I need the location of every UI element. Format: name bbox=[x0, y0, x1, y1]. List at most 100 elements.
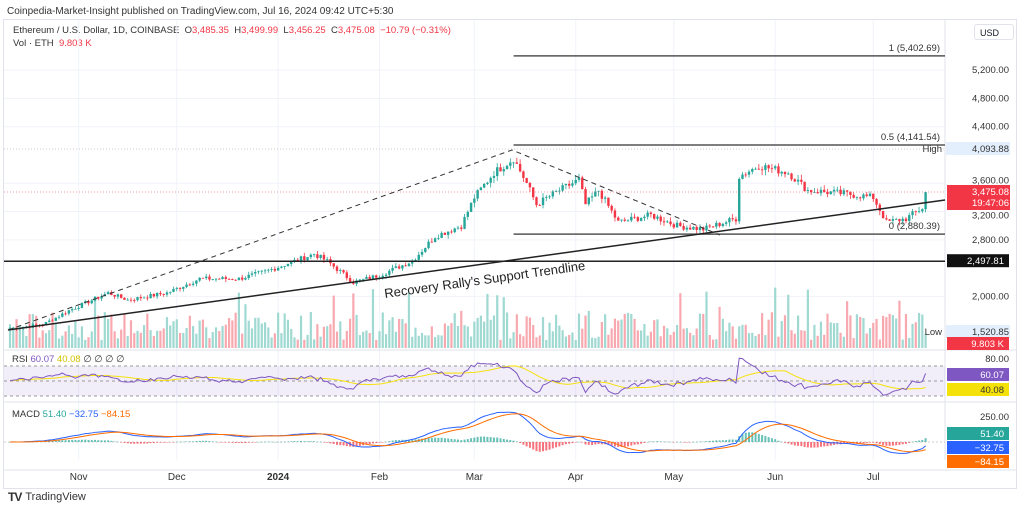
volume-bar bbox=[103, 312, 106, 348]
candle-body bbox=[401, 265, 404, 269]
macd-histogram-bar bbox=[921, 440, 924, 442]
macd-histogram-bar bbox=[215, 441, 218, 443]
volume-bar bbox=[260, 323, 263, 348]
candle-body bbox=[509, 162, 512, 166]
volume-bar bbox=[617, 320, 620, 348]
macd-histogram-bar bbox=[221, 442, 224, 443]
candle-body bbox=[303, 256, 306, 261]
volume-bar bbox=[672, 331, 675, 348]
macd-histogram-bar bbox=[466, 439, 469, 442]
candle-body bbox=[836, 189, 839, 191]
candle-body bbox=[554, 191, 558, 192]
volume-bar bbox=[561, 330, 564, 348]
macd-histogram-bar bbox=[224, 442, 227, 443]
candle-body bbox=[123, 297, 126, 300]
tradingview-logo[interactable]: TV TradingView bbox=[8, 490, 86, 504]
volume-bar bbox=[597, 336, 600, 348]
currency-button[interactable]: USD bbox=[974, 24, 1014, 40]
volume-bar bbox=[35, 315, 38, 348]
volume-bar bbox=[806, 289, 809, 348]
candle-body bbox=[790, 173, 793, 180]
macd-histogram-bar bbox=[630, 442, 633, 446]
macd-histogram-bar bbox=[577, 441, 580, 443]
candle-body bbox=[365, 276, 368, 279]
volume-bar bbox=[437, 335, 440, 348]
volume-bar bbox=[646, 335, 649, 348]
volume-legend: Vol · ETH 9.803 K bbox=[13, 38, 92, 49]
volume-bar bbox=[371, 289, 375, 348]
volume-bar bbox=[842, 336, 845, 348]
candle-body bbox=[54, 317, 57, 321]
volume-bar bbox=[633, 318, 636, 348]
volume-bar bbox=[162, 328, 165, 348]
candle-body bbox=[613, 210, 617, 218]
close-value: 3,475.08 bbox=[337, 25, 375, 36]
price-axis-label: 4,400.00 bbox=[972, 122, 1009, 133]
macd-axis-label: 250.00 bbox=[980, 412, 1009, 423]
candle-body bbox=[221, 277, 224, 280]
volume-bar bbox=[384, 334, 388, 348]
volume-bar bbox=[123, 313, 126, 348]
volume-bar bbox=[852, 338, 855, 348]
candle-body bbox=[273, 269, 277, 271]
volume-bar bbox=[476, 317, 479, 348]
macd-histogram-bar bbox=[721, 440, 724, 442]
macd-histogram-bar bbox=[640, 442, 643, 444]
volume-bar bbox=[44, 333, 48, 348]
macd-histogram-bar bbox=[689, 442, 692, 443]
volume-bar bbox=[715, 339, 718, 348]
macd-histogram-bar bbox=[61, 440, 64, 442]
price-axis-label: 4,800.00 bbox=[972, 93, 1009, 104]
macd-histogram-bar bbox=[591, 442, 594, 445]
candle-body bbox=[852, 194, 855, 198]
low-label: Low bbox=[925, 327, 943, 338]
candle-body bbox=[433, 238, 437, 242]
volume-bar bbox=[335, 331, 339, 348]
symbol-name[interactable]: Ethereum / U.S. Dollar, 1D, COINBASE bbox=[13, 25, 180, 36]
change-value: −10.79 (−0.31%) bbox=[380, 25, 451, 36]
macd-histogram-bar bbox=[231, 442, 234, 443]
volume-label: Vol · ETH bbox=[13, 38, 54, 49]
macd-histogram-bar bbox=[58, 440, 61, 442]
macd-histogram-bar bbox=[692, 441, 695, 443]
volume-bar bbox=[496, 295, 499, 348]
candle-body bbox=[175, 287, 178, 289]
volume-bar bbox=[630, 313, 633, 348]
candle-body bbox=[316, 254, 319, 258]
candle-body bbox=[201, 277, 205, 279]
volume-bar bbox=[675, 324, 679, 348]
volume-bar bbox=[734, 338, 738, 348]
volume-bar bbox=[41, 330, 44, 348]
macd-histogram-bar bbox=[793, 442, 796, 446]
macd-histogram-bar bbox=[201, 440, 204, 442]
candle-body bbox=[469, 202, 473, 212]
volume-bar bbox=[129, 320, 133, 348]
candle-body bbox=[482, 183, 486, 188]
candle-body bbox=[381, 275, 384, 278]
candle-body bbox=[172, 288, 175, 292]
volume-bar bbox=[273, 333, 276, 348]
macd-histogram-bar bbox=[67, 439, 70, 442]
candle-body bbox=[574, 179, 577, 184]
volume-bar bbox=[61, 335, 64, 348]
volume-bar bbox=[610, 328, 613, 348]
macd-histogram-bar bbox=[823, 442, 826, 447]
macd-histogram-bar bbox=[424, 438, 427, 442]
macd-legend-value: MACD bbox=[12, 409, 40, 420]
macd-histogram-bar bbox=[388, 441, 391, 442]
macd-histogram-bar bbox=[918, 440, 921, 442]
volume-bar bbox=[626, 312, 630, 348]
volume-bar bbox=[67, 325, 70, 348]
candle-body bbox=[620, 219, 623, 221]
volume-bar bbox=[218, 331, 221, 348]
macd-histogram-bar bbox=[587, 442, 590, 445]
volume-bar bbox=[391, 317, 394, 348]
candle-body bbox=[371, 275, 375, 280]
candle-body bbox=[348, 278, 352, 282]
volume-bar bbox=[394, 331, 397, 348]
volume-bar bbox=[469, 336, 473, 348]
symbol-legend: Ethereum / U.S. Dollar, 1D, COINBASE O3,… bbox=[13, 25, 451, 36]
price-axis-label: 3,200.00 bbox=[972, 211, 1009, 222]
macd-histogram-bar bbox=[803, 442, 806, 448]
